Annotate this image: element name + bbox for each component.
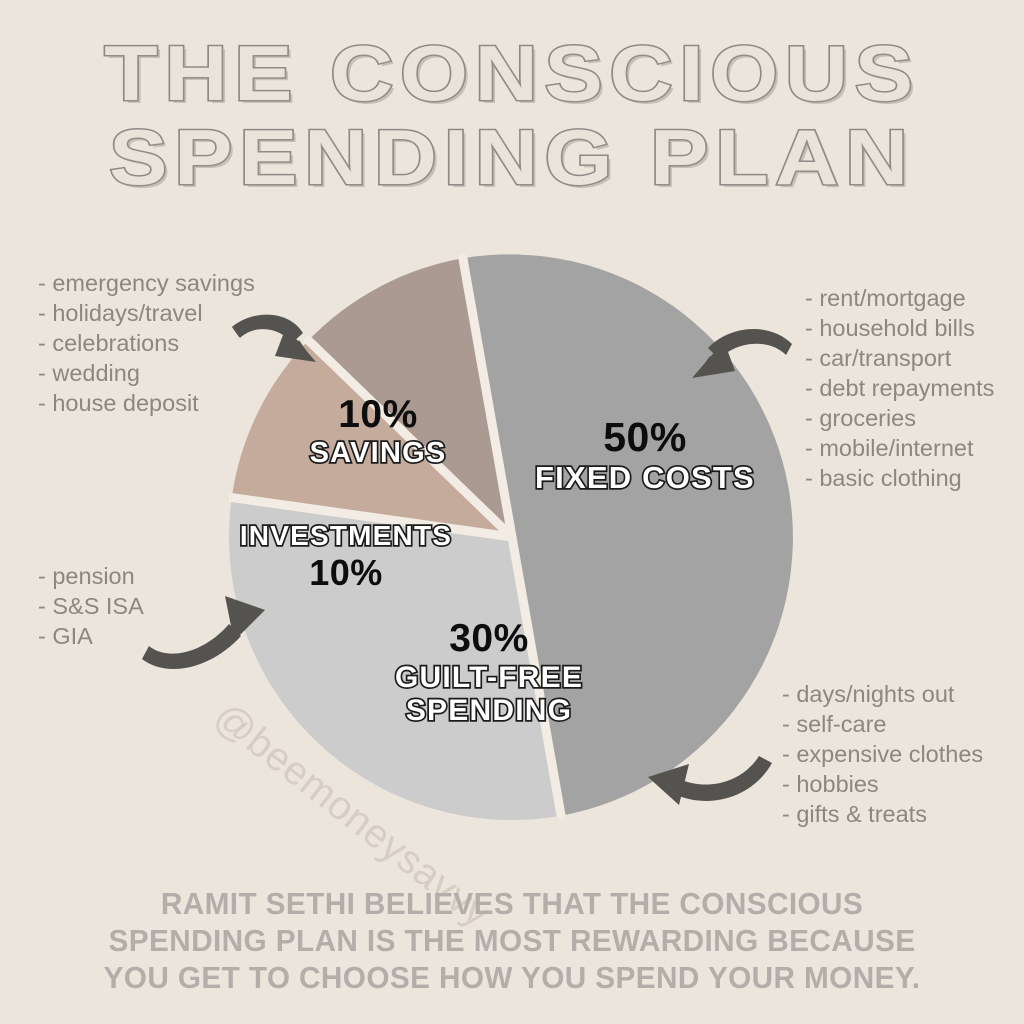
title-line-2: SPENDING PLAN: [107, 113, 915, 202]
list-item: - GIA: [38, 623, 93, 649]
list-item: - debt repayments: [805, 375, 995, 401]
list-item: - emergency savings: [38, 270, 255, 296]
list-item: - mobile/internet: [805, 435, 974, 461]
pie-slice-separators: [229, 254, 566, 820]
caption-line-2: SPENDING PLAN IS THE MOST REWARDING BECA…: [108, 923, 916, 958]
list-item: - days/nights out: [782, 681, 955, 707]
slice-fixed-costs[interactable]: [462, 254, 793, 816]
list-guilt-free: - days/nights out - self-care - expensiv…: [782, 679, 983, 829]
list-item: - rent/mortgage: [805, 285, 966, 311]
caption: RAMIT SETHI BELIEVES THAT THE CONSCIOUS …: [20, 885, 1003, 996]
slice-guilt-free[interactable]: [229, 497, 562, 820]
list-item: - hobbies: [782, 771, 879, 797]
list-savings: - emergency savings - holidays/travel - …: [38, 268, 255, 418]
list-item: - groceries: [805, 405, 917, 431]
list-item: - celebrations: [38, 330, 180, 356]
list-item: - wedding: [38, 360, 140, 386]
conscious-spending-pie-chart: [229, 254, 793, 820]
slice-investments[interactable]: [231, 340, 513, 537]
list-item: - car/transport: [805, 345, 952, 371]
list-item: - pension: [38, 563, 135, 589]
list-item: - S&S ISA: [38, 593, 144, 619]
page-title: THE CONSCIOUS SPENDING PLAN: [0, 29, 1024, 204]
caption-line-3: YOU GET TO CHOOSE HOW YOU SPEND YOUR MON…: [103, 960, 921, 995]
list-item: - basic clothing: [805, 465, 962, 491]
list-investments: - pension - S&S ISA - GIA: [38, 561, 144, 651]
list-item: - house deposit: [38, 390, 199, 416]
list-item: - expensive clothes: [782, 741, 984, 767]
list-item: - household bills: [805, 315, 975, 341]
list-item: - self-care: [782, 711, 887, 737]
list-item: - holidays/travel: [38, 300, 203, 326]
list-fixed-costs: - rent/mortgage - household bills - car/…: [805, 283, 994, 493]
title-line-1: THE CONSCIOUS: [103, 29, 920, 117]
caption-line-1: RAMIT SETHI BELIEVES THAT THE CONSCIOUS: [160, 886, 864, 921]
list-item: - gifts & treats: [782, 801, 927, 827]
pie-slices: [229, 254, 793, 820]
slice-savings[interactable]: [308, 258, 512, 537]
